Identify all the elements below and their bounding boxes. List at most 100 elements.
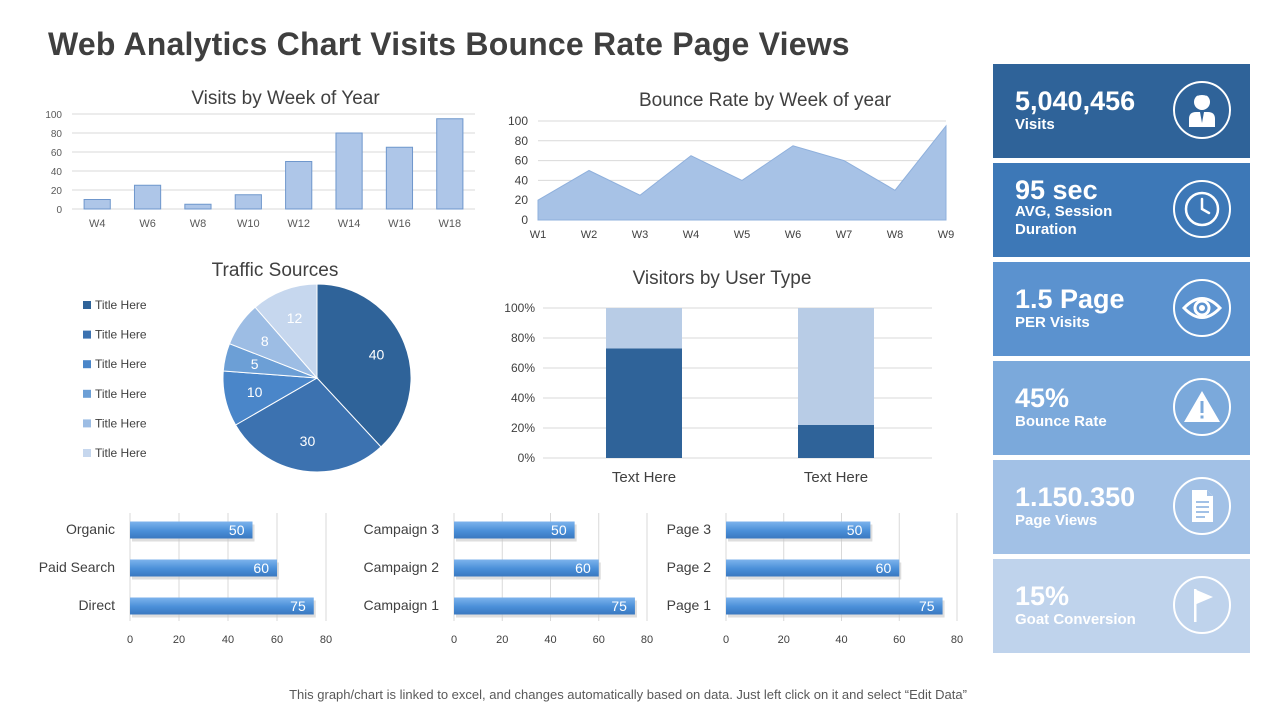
y-tick-label: 0 bbox=[56, 205, 62, 216]
legend-swatch bbox=[83, 301, 91, 309]
y-tick-label: 60 bbox=[51, 148, 63, 159]
legend-swatch bbox=[83, 360, 91, 369]
data-label: 60 bbox=[876, 560, 892, 576]
visits-by-week-chart[interactable]: Visits by Week of Year 0 20 40 60 80 100 W4 W6 W8… bbox=[30, 84, 490, 234]
data-label: 12 bbox=[287, 310, 303, 326]
kpi-visits[interactable]: 5,040,456 Visits bbox=[993, 64, 1250, 158]
data-label: 60 bbox=[253, 560, 269, 576]
y-tick-label: Campaign 3 bbox=[364, 521, 440, 537]
y-tick-label: Direct bbox=[78, 597, 115, 613]
bar bbox=[385, 146, 414, 210]
bar bbox=[454, 597, 635, 615]
data-label: 30 bbox=[300, 433, 316, 449]
bar bbox=[436, 118, 464, 210]
x-tick-label: 20 bbox=[496, 634, 508, 646]
data-label: 75 bbox=[919, 598, 935, 614]
data-label: 75 bbox=[611, 598, 627, 614]
kpi-value: 45% bbox=[1015, 383, 1070, 413]
kpi-page-views[interactable]: 1.150.350 Page Views bbox=[993, 460, 1250, 554]
x-tick-label: 0 bbox=[451, 634, 457, 646]
legend-swatch bbox=[83, 330, 91, 339]
kpi-pages-per-visit[interactable]: 1.5 Page PER Visits bbox=[993, 262, 1250, 356]
user-icon bbox=[1173, 81, 1231, 139]
bar bbox=[335, 132, 363, 210]
x-tick-label: W4 bbox=[89, 218, 106, 230]
y-tick-label: Page 1 bbox=[667, 597, 712, 613]
x-tick-label: 20 bbox=[173, 634, 185, 646]
y-tick-label: 0% bbox=[518, 451, 536, 465]
x-tick-label: W14 bbox=[338, 218, 361, 230]
kpi-label: PER Visits bbox=[1015, 314, 1090, 331]
bounce-rate-chart[interactable]: Bounce Rate by Week of year 0 20 40 60 80 100 W… bbox=[495, 86, 965, 246]
y-tick-label: Campaign 1 bbox=[364, 597, 440, 613]
legend-label: Title Here bbox=[95, 298, 147, 312]
y-tick-label: 100 bbox=[45, 110, 62, 121]
campaign-hbar-chart[interactable]: 0 20 40 60 80 50 Campaign 3 60 Campaign 2 75 Campa… bbox=[340, 505, 658, 650]
x-tick-label: W18 bbox=[439, 218, 462, 230]
stacked-bar-segment bbox=[798, 425, 874, 458]
x-tick-label: W4 bbox=[683, 229, 700, 241]
y-tick-label: 0 bbox=[521, 213, 528, 227]
x-tick-label: W10 bbox=[237, 218, 260, 230]
footnote: This graph/chart is linked to excel, and… bbox=[289, 687, 967, 702]
legend-label: Title Here bbox=[95, 387, 147, 401]
kpi-label: AVG, Session Duration bbox=[1015, 203, 1113, 238]
area-series bbox=[537, 124, 947, 221]
kpi-label: Page Views bbox=[1015, 512, 1098, 529]
visitors-by-user-type-chart[interactable]: Visitors by User Type 0% 20% 40% 60% 80% 100% T… bbox=[495, 262, 945, 492]
legend-swatch bbox=[83, 389, 91, 398]
y-tick-label: 80% bbox=[511, 331, 535, 345]
y-tick-label: 40% bbox=[511, 391, 535, 405]
bar bbox=[130, 559, 277, 577]
kpi-label: Bounce Rate bbox=[1015, 413, 1107, 430]
x-tick-label: 80 bbox=[320, 634, 332, 646]
legend-label: Title Here bbox=[95, 446, 147, 460]
clock-icon bbox=[1173, 180, 1231, 238]
bar bbox=[285, 161, 313, 210]
y-tick-label: 100% bbox=[504, 301, 535, 315]
bar bbox=[234, 194, 262, 210]
kpi-panel: 5,040,456 Visits 95 sec AVG, Session Dur… bbox=[993, 64, 1250, 658]
kpi-label: Goat Conversion bbox=[1015, 611, 1136, 628]
legend-label: Title Here bbox=[95, 328, 147, 342]
bar bbox=[184, 203, 212, 210]
traffic-sources-chart[interactable]: Traffic Sources 40 30 10 58 12 Title Here Title… bbox=[70, 256, 450, 478]
y-tick-label: Campaign 2 bbox=[364, 559, 440, 575]
kpi-goal-conversion[interactable]: 15% Goat Conversion bbox=[993, 559, 1250, 653]
pie-slice bbox=[234, 377, 382, 473]
data-label: 5 bbox=[251, 356, 259, 372]
warning-icon bbox=[1173, 378, 1231, 436]
x-tick-label: W9 bbox=[938, 229, 955, 241]
y-tick-label: Paid Search bbox=[39, 559, 115, 575]
x-tick-label: W3 bbox=[632, 229, 649, 241]
x-tick-label: 60 bbox=[271, 634, 283, 646]
stacked-bar-segment bbox=[606, 348, 682, 458]
traffic-channel-hbar-chart[interactable]: 0 20 40 60 80 50 Organic 60 Paid Search 75 Direct bbox=[25, 505, 335, 650]
page-title: Web Analytics Chart Visits Bounce Rate P… bbox=[48, 26, 850, 62]
y-tick-label: 20% bbox=[511, 421, 535, 435]
y-tick-label: 20 bbox=[515, 193, 529, 207]
bar bbox=[454, 521, 575, 539]
pie-slice bbox=[254, 283, 318, 380]
x-tick-label: 60 bbox=[893, 634, 905, 646]
page-hbar-chart[interactable]: 0 20 40 60 80 50 Page 3 60 Page 2 75 Page 1 bbox=[660, 505, 965, 650]
x-tick-label: 40 bbox=[835, 634, 847, 646]
y-tick-label: 20 bbox=[51, 186, 63, 197]
bar bbox=[454, 559, 599, 577]
x-tick-label: W6 bbox=[785, 229, 802, 241]
x-tick-label: 0 bbox=[723, 634, 729, 646]
kpi-value: 1.150.350 bbox=[1015, 482, 1136, 512]
kpi-bounce-rate[interactable]: 45% Bounce Rate bbox=[993, 361, 1250, 455]
bar bbox=[130, 597, 314, 615]
bar bbox=[133, 184, 162, 210]
kpi-session-duration[interactable]: 95 sec AVG, Session Duration bbox=[993, 163, 1250, 257]
x-tick-label: 40 bbox=[222, 634, 234, 646]
y-tick-label: 100 bbox=[508, 114, 528, 128]
x-tick-label: W1 bbox=[530, 229, 547, 241]
bar bbox=[726, 521, 871, 539]
kpi-value: 5,040,456 bbox=[1015, 86, 1136, 116]
x-tick-label: W6 bbox=[139, 218, 156, 230]
x-tick-label: 0 bbox=[127, 634, 133, 646]
data-label: 50 bbox=[847, 522, 863, 538]
y-tick-label: 80 bbox=[51, 129, 63, 140]
